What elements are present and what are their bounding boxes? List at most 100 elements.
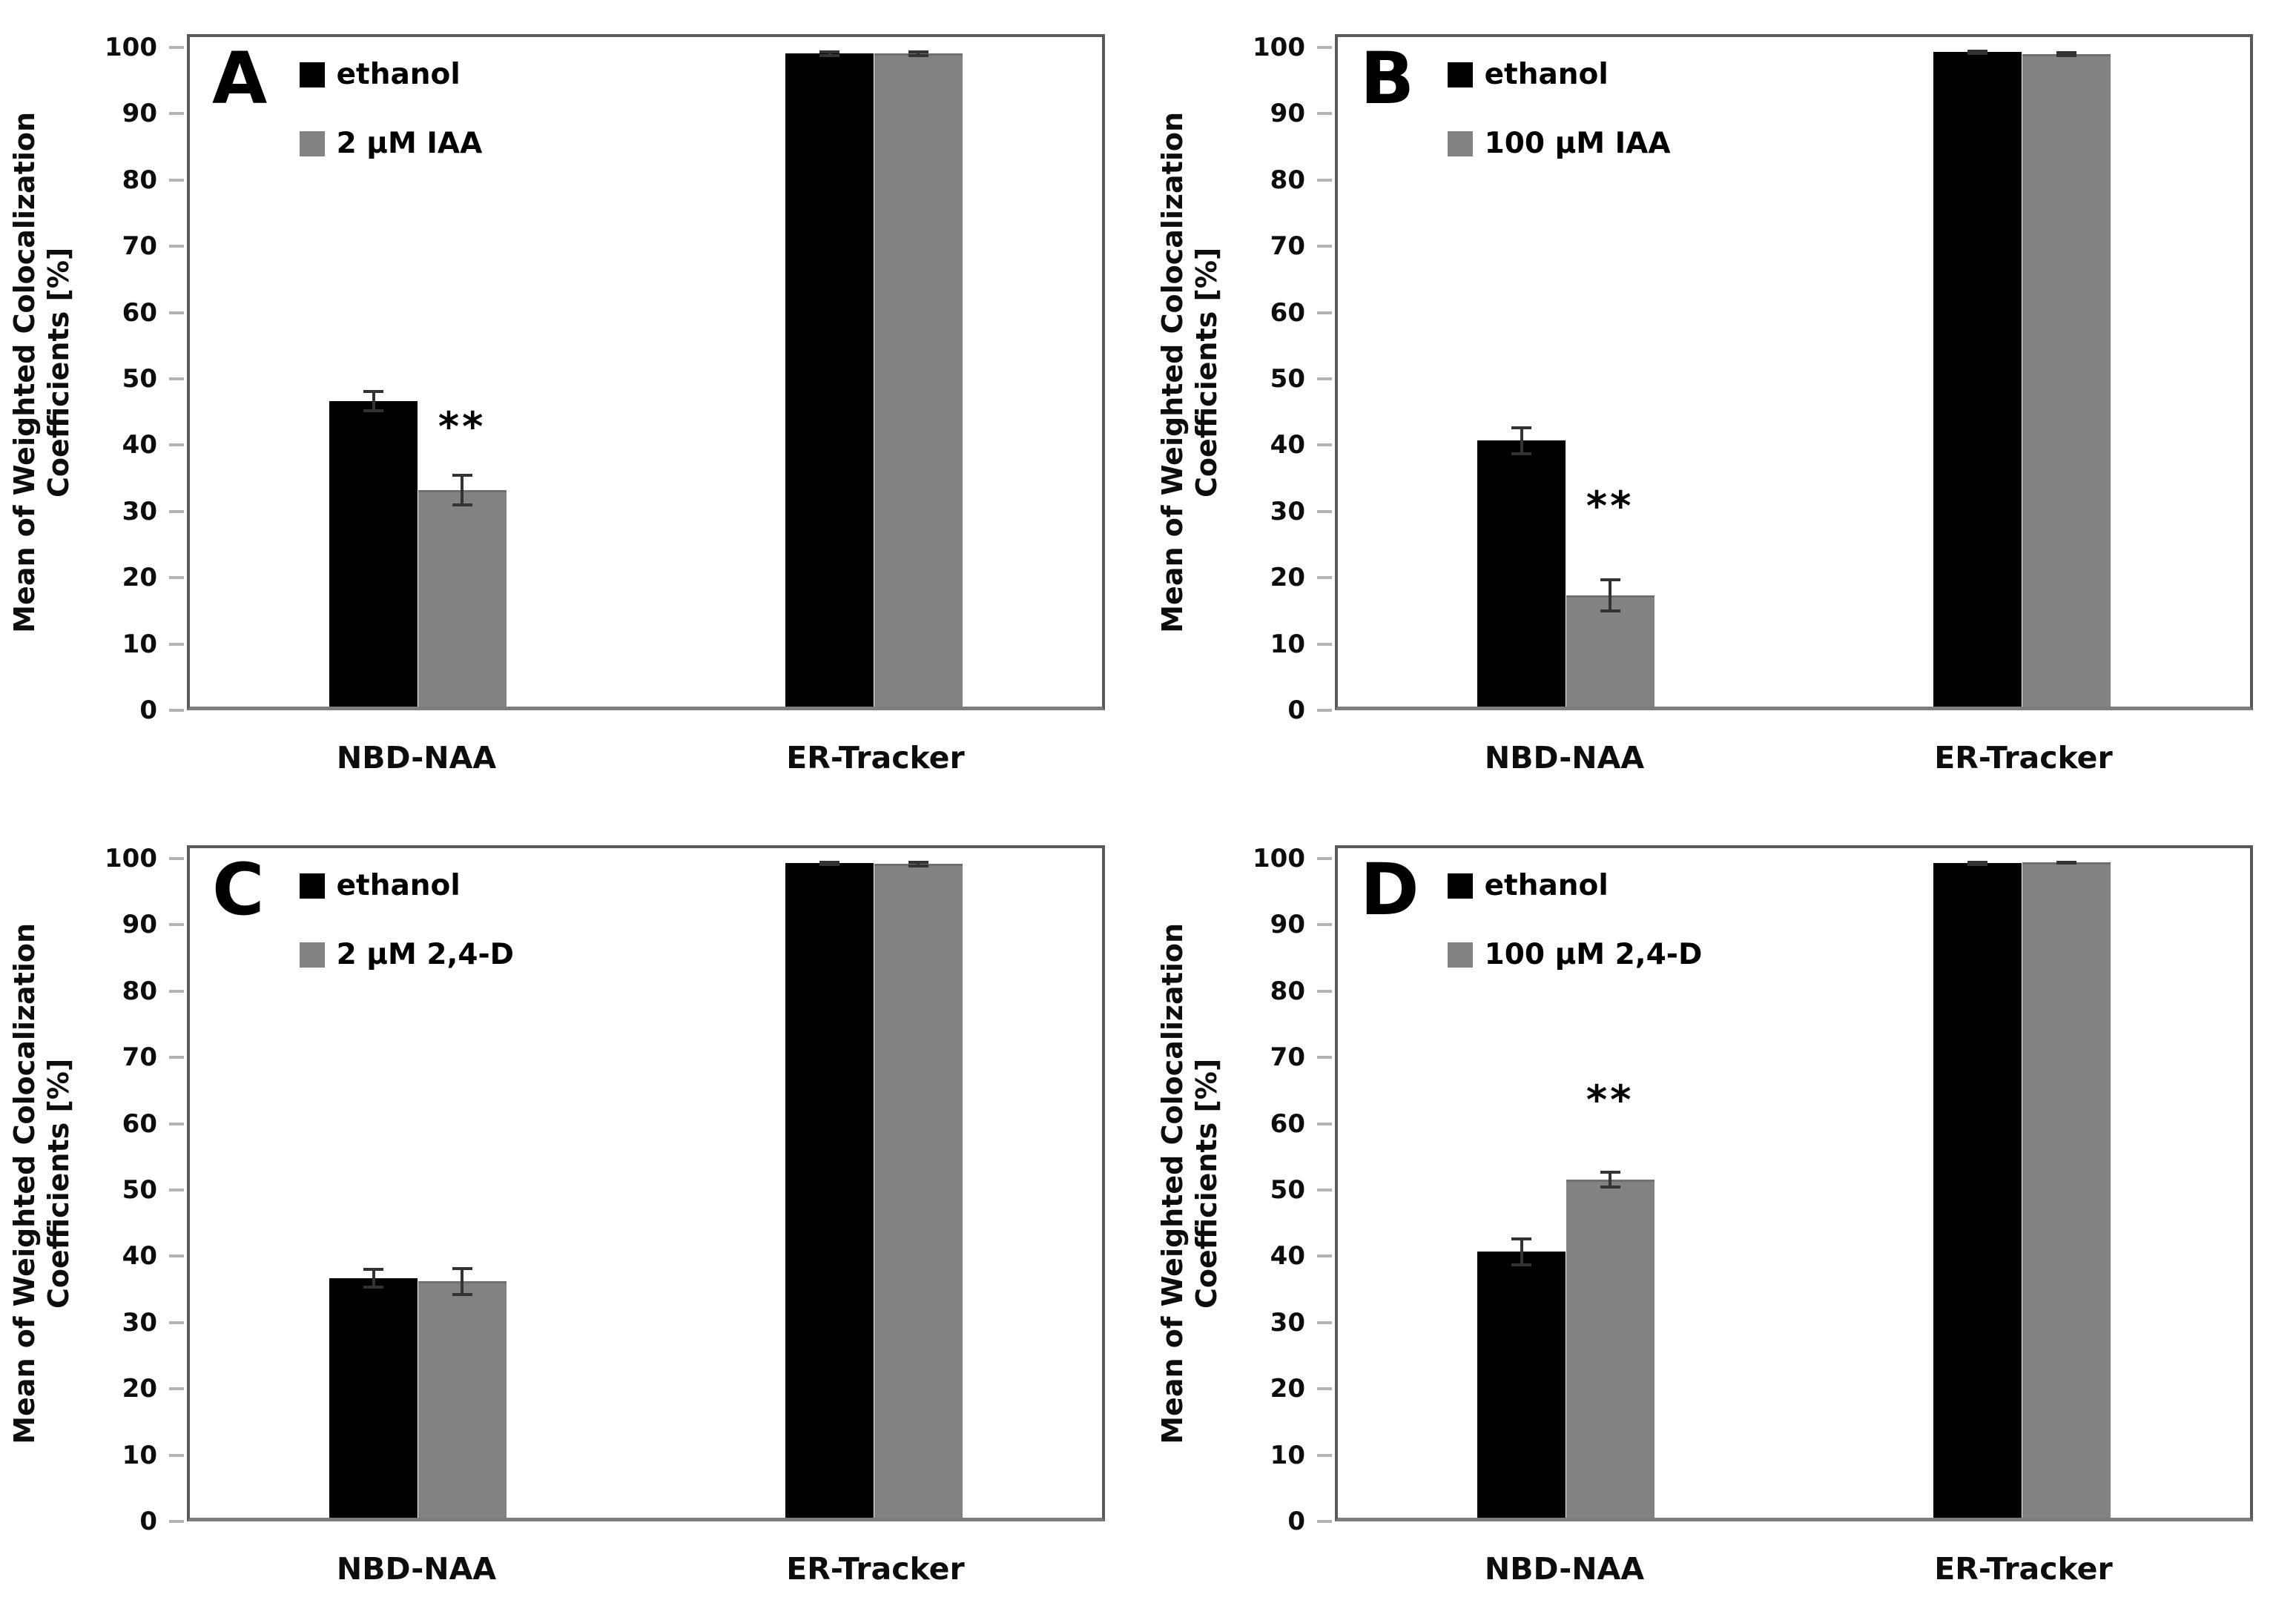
y-axis-title-text: Mean of Weighted Colocalization Coeffici… [1155, 112, 1224, 633]
y-tick-mark [1317, 989, 1332, 993]
panel-letter-d: D [1360, 848, 1419, 931]
y-tick-mark [169, 1188, 184, 1191]
y-tick-mark [1317, 709, 1332, 712]
error-bar-cap-bottom [1967, 51, 1988, 55]
legend-item-2-m-iaa: 2 µM IAA [299, 127, 482, 160]
category-label-nbd-naa: NBD-NAA [1484, 1551, 1645, 1587]
panel-a: Mean of Weighted Colocalization Coeffici… [0, 0, 1148, 811]
y-axis-title: Mean of Weighted Colocalization Coeffici… [1148, 845, 1231, 1521]
category-label-er-tracker: ER-Tracker [786, 1551, 965, 1587]
y-tick-mark [1317, 245, 1332, 248]
error-bar-2-m-iaa-nbd-naa [452, 473, 472, 506]
y-tick-label: 80 [1270, 976, 1305, 1006]
error-bar-cap-bottom [2056, 862, 2076, 865]
y-tick-mark [169, 112, 184, 116]
error-bar-cap-bottom [1511, 1263, 1532, 1266]
y-tick-mark [1317, 45, 1332, 49]
y-axis-ticks: 0 10 20 30 40 50 60 70 80 90 100 [1231, 32, 1335, 723]
bar-ethanol-er-tracker [1933, 863, 2022, 1518]
y-tick-mark [1317, 1255, 1332, 1258]
y-tick-mark [1317, 856, 1332, 860]
error-bar-100-m-iaa-nbd-naa [1600, 578, 1620, 612]
y-axis-title-line1: Mean of Weighted Colocalization [7, 111, 41, 633]
bar-100-m-iaa-er-tracker [2022, 54, 2111, 707]
y-tick-label: 60 [122, 1108, 157, 1139]
error-bar-ethanol-er-tracker [819, 50, 840, 57]
error-bar-cap-top [363, 1267, 384, 1271]
y-tick-mark [1317, 178, 1332, 182]
y-tick-label: 90 [1270, 99, 1305, 129]
legend-item-2-m-2-4-d: 2 µM 2,4-D [299, 938, 514, 971]
error-bar-cap-top [363, 390, 384, 394]
y-tick-mark [1317, 642, 1332, 646]
panel-letter-a: A [212, 37, 268, 120]
error-bar-ethanol-nbd-naa [363, 390, 384, 413]
panel-c: Mean of Weighted Colocalization Coeffici… [0, 811, 1148, 1623]
y-tick-label: 20 [122, 563, 157, 593]
y-tick-label: 10 [122, 629, 157, 659]
y-tick-label: 40 [122, 430, 157, 460]
y-tick-label: 70 [1270, 1042, 1305, 1073]
y-tick-label: 90 [122, 99, 157, 129]
legend-swatch-icon [299, 942, 325, 968]
y-tick-label: 20 [122, 1374, 157, 1404]
error-bar-cap-top [452, 1266, 472, 1270]
y-tick-mark [169, 1255, 184, 1258]
bar-ethanol-er-tracker [1933, 52, 2022, 707]
error-bar-cap-bottom [819, 862, 840, 866]
legend-label: 100 µM IAA [1484, 127, 1671, 160]
legend-item-ethanol: ethanol [1447, 58, 1671, 91]
y-tick-mark [169, 576, 184, 580]
category-label-nbd-naa: NBD-NAA [1484, 740, 1645, 776]
error-bar-100-m-iaa-er-tracker [2056, 50, 2076, 58]
error-bar-line [372, 1267, 375, 1289]
error-bar-line [1520, 426, 1523, 455]
y-tick-label: 100 [1253, 843, 1305, 873]
category-label-nbd-naa: NBD-NAA [336, 740, 497, 776]
bar-100-m-2-4-d-er-tracker [2022, 862, 2111, 1518]
error-bar-cap-bottom [363, 1286, 384, 1289]
y-tick-label: 60 [122, 297, 157, 328]
y-axis-ticks: 0 10 20 30 40 50 60 70 80 90 100 [83, 845, 187, 1534]
y-tick-label: 80 [122, 976, 157, 1006]
y-tick-mark [169, 311, 184, 314]
y-tick-label: 40 [1270, 430, 1305, 460]
bar-2-m-iaa-er-tracker [874, 53, 963, 707]
panel-letter-c: C [212, 848, 265, 931]
error-bar-ethanol-nbd-naa [1511, 1237, 1532, 1266]
x-axis-labels: NBD-NAA ER-Tracker [1335, 1521, 2253, 1623]
y-axis-title-line2: Coefficients [%] [1190, 247, 1224, 498]
error-bar-cap-bottom [1600, 1186, 1620, 1189]
y-axis-title-line1: Mean of Weighted Colocalization [1155, 922, 1189, 1444]
y-tick-mark [169, 642, 184, 646]
y-tick-mark [1317, 1387, 1332, 1391]
y-tick-mark [169, 1056, 184, 1060]
error-bar-line [917, 50, 920, 57]
y-tick-mark [1317, 1122, 1332, 1125]
legend-item-ethanol: ethanol [299, 58, 483, 91]
category-label-er-tracker: ER-Tracker [1934, 740, 2113, 776]
y-axis-ticks: 0 10 20 30 40 50 60 70 80 90 100 [1231, 843, 1335, 1534]
error-bar-ethanol-nbd-naa [1511, 426, 1532, 455]
y-tick-label: 0 [139, 1507, 157, 1536]
legend: ethanol 100 µM IAA [1447, 58, 1671, 160]
y-axis-title-text: Mean of Weighted Colocalization Coeffici… [1155, 923, 1224, 1444]
y-tick-label: 100 [1253, 32, 1305, 62]
legend-label: 100 µM 2,4-D [1484, 938, 1703, 971]
error-bar-cap-top [819, 50, 840, 53]
legend-label: ethanol [336, 58, 461, 91]
legend-swatch-icon [299, 130, 325, 156]
error-bar-cap-top [1967, 860, 1988, 864]
y-axis-title-line2: Coefficients [%] [42, 247, 76, 498]
bar-ethanol-er-tracker [785, 863, 874, 1518]
y-tick-label: 10 [1270, 629, 1305, 659]
y-tick-mark [1317, 1453, 1332, 1457]
y-tick-label: 90 [122, 910, 157, 940]
y-tick-label: 50 [1270, 363, 1305, 394]
category-label-er-tracker: ER-Tracker [1934, 1551, 2113, 1587]
error-bar-line [1520, 1237, 1523, 1266]
y-tick-label: 30 [1270, 496, 1305, 526]
error-bar-line [461, 473, 464, 506]
y-tick-label: 70 [1270, 231, 1305, 262]
